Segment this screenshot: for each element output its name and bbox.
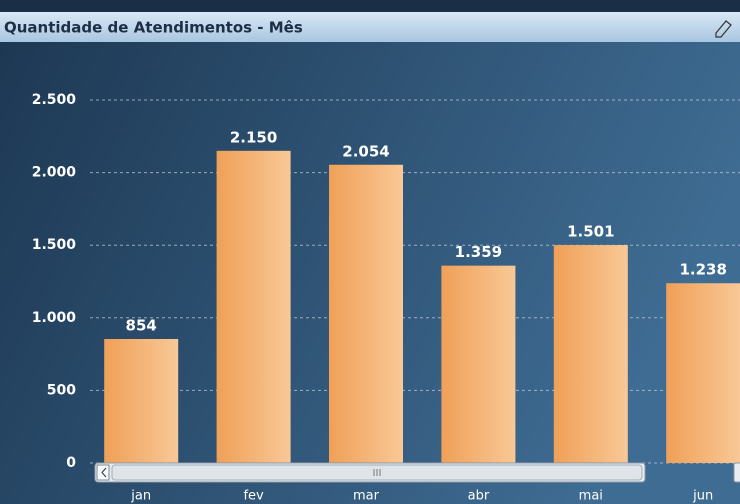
scrollbar-right[interactable] — [733, 462, 740, 483]
bar — [104, 338, 179, 463]
value-label: 2.054 — [342, 142, 389, 160]
value-label: 1.501 — [567, 223, 614, 241]
bar — [666, 283, 740, 463]
x-tick-label: mai — [579, 489, 603, 504]
y-tick-label: 1.500 — [32, 237, 77, 253]
bar — [216, 150, 291, 463]
y-tick-label: 2.000 — [32, 165, 77, 181]
scroll-arrow — [101, 467, 107, 478]
bar — [553, 245, 628, 463]
top-bar — [0, 0, 740, 12]
title-bar — [0, 12, 740, 42]
value-label: 1.238 — [679, 261, 726, 279]
value-label: 854 — [126, 316, 157, 334]
x-tick-label: abr — [468, 489, 490, 504]
value-label: 1.359 — [455, 243, 502, 261]
x-tick-label: mar — [353, 489, 380, 504]
bar — [329, 164, 403, 463]
x-tick-label: fev — [243, 489, 264, 504]
y-tick-label: 500 — [47, 382, 76, 398]
scroll-left[interactable] — [96, 464, 110, 481]
chart-title: Quantidade de Atendimentos - Mês — [4, 19, 303, 37]
eraser-icon[interactable] — [715, 20, 732, 38]
y-tick-label: 0 — [66, 455, 76, 471]
bar — [441, 265, 516, 463]
scroll-grip — [373, 469, 381, 476]
x-tick-label: jan — [130, 489, 151, 504]
y-tick-label: 2.500 — [32, 92, 77, 108]
x-tick-label: jun — [692, 489, 713, 504]
value-label: 2.150 — [230, 128, 277, 146]
y-tick-label: 1.000 — [32, 310, 77, 326]
category-labels: jan fev mar abr mai jun — [130, 489, 713, 504]
